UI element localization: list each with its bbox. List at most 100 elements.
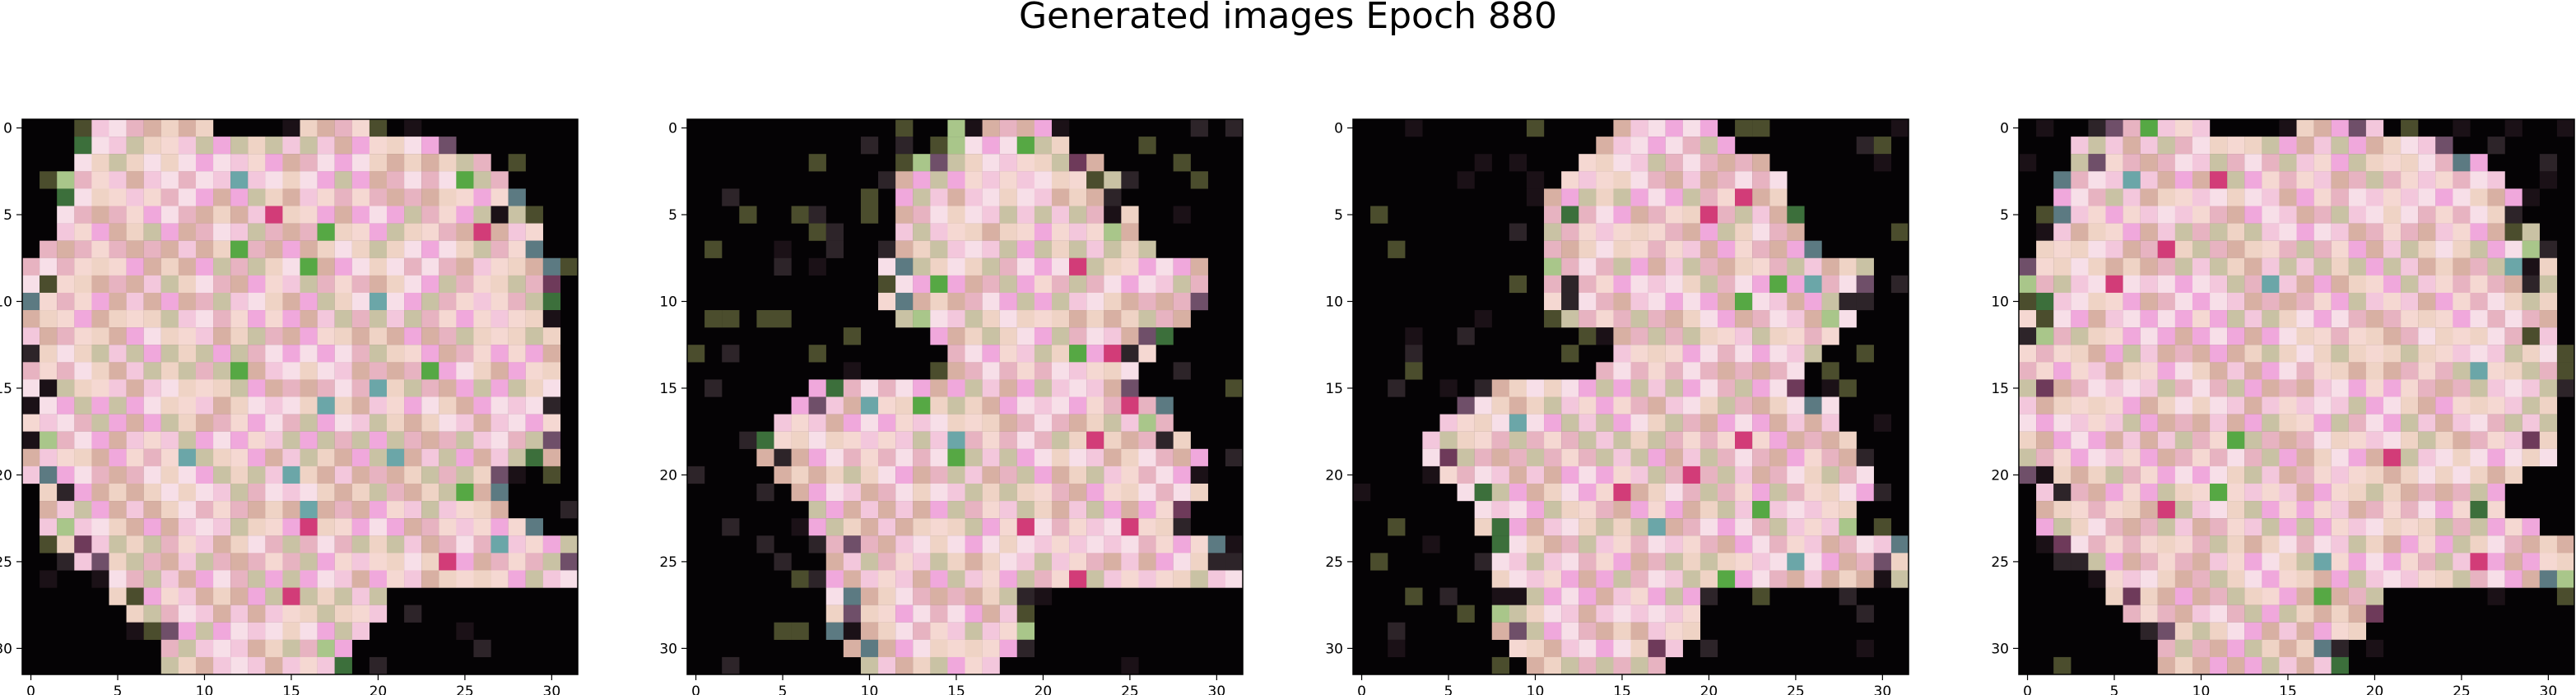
- image-pixel: [1665, 119, 1683, 137]
- image-pixel: [421, 154, 439, 172]
- image-pixel: [2522, 448, 2540, 467]
- image-pixel: [756, 483, 774, 502]
- image-pixel: [1561, 570, 1579, 588]
- image-pixel: [1665, 639, 1683, 658]
- image-pixel: [913, 292, 931, 311]
- image-pixel: [2435, 345, 2453, 363]
- image-pixel: [1752, 345, 1770, 363]
- image-pixel: [57, 448, 75, 467]
- image-pixel: [351, 240, 370, 258]
- image-pixel: [160, 431, 179, 449]
- image-pixel: [1069, 570, 1087, 588]
- image-pixel: [1190, 483, 1208, 502]
- image-pixel: [2435, 171, 2453, 189]
- image-pixel: [930, 639, 948, 658]
- image-pixel: [126, 379, 144, 397]
- image-pixel: [40, 431, 58, 449]
- image-pixel: [878, 605, 896, 623]
- image-pixel: [1752, 171, 1770, 189]
- image-pixel: [2262, 154, 2280, 172]
- image-pixel: [143, 188, 161, 206]
- image-pixel: [2365, 483, 2384, 502]
- image-pixel: [2556, 535, 2575, 554]
- image-pixel: [213, 518, 231, 536]
- image-pixel: [1821, 535, 1839, 554]
- image-pixel: [1069, 466, 1087, 484]
- image-pixel: [282, 292, 300, 311]
- image-pixel: [456, 622, 474, 640]
- image-pixel: [109, 223, 127, 241]
- image-pixel: [404, 501, 422, 519]
- image-pixel: [2053, 379, 2071, 397]
- image-pixel: [2313, 257, 2332, 276]
- image-pixel: [2123, 327, 2141, 345]
- image-pixel: [22, 362, 40, 380]
- image-pixel: [74, 379, 92, 397]
- image-pixel: [2244, 622, 2262, 640]
- image-pixel: [2157, 137, 2175, 155]
- image-pixel: [386, 483, 405, 502]
- image-pixel: [860, 587, 879, 605]
- image-pixel: [1509, 587, 1527, 605]
- image-pixel: [965, 345, 983, 363]
- image-pixel: [1804, 483, 1822, 502]
- image-pixel: [2262, 605, 2280, 623]
- image-pixel: [930, 656, 948, 675]
- image-pixel: [2313, 448, 2332, 467]
- image-pixel: [2331, 570, 2349, 588]
- image-pixel: [1596, 622, 1614, 640]
- image-pixel: [1648, 154, 1666, 172]
- image-pixel: [965, 570, 983, 588]
- image-pixel: [2348, 431, 2367, 449]
- image-pixel: [2539, 431, 2558, 449]
- image-pixel: [230, 553, 249, 571]
- image-pixel: [2036, 119, 2054, 137]
- image-pixel: [2244, 466, 2262, 484]
- image-pixel: [1752, 257, 1770, 276]
- image-pixel: [2522, 535, 2540, 554]
- image-pixel: [2365, 396, 2384, 415]
- image-pixel: [2348, 501, 2367, 519]
- image-pixel: [2401, 257, 2419, 276]
- image-pixel: [1682, 240, 1701, 258]
- image-pixel: [2296, 345, 2314, 363]
- image-pixel: [2453, 257, 2471, 276]
- image-pixel: [386, 188, 405, 206]
- image-pixel: [160, 466, 179, 484]
- image-pixel: [2313, 396, 2332, 415]
- image-pixel: [2105, 154, 2123, 172]
- image-pixel: [2348, 137, 2367, 155]
- image-pixel: [386, 570, 405, 588]
- image-pixel: [386, 396, 405, 415]
- image-pixel: [421, 327, 439, 345]
- image-pixel: [2313, 501, 2332, 519]
- image-pixel: [369, 587, 388, 605]
- image-pixel: [2157, 257, 2175, 276]
- image-pixel: [860, 414, 879, 432]
- image-pixel: [2383, 553, 2402, 571]
- image-pixel: [774, 310, 792, 328]
- image-pixel: [1839, 466, 1857, 484]
- image-pixel: [2487, 223, 2505, 241]
- image-pixel: [2504, 292, 2523, 311]
- image-pixel: [2279, 570, 2297, 588]
- image-pixel: [2539, 310, 2558, 328]
- image-pixel: [491, 570, 509, 588]
- image-pixel: [404, 223, 422, 241]
- image-pixel: [1839, 431, 1857, 449]
- image-pixel: [2504, 379, 2523, 397]
- image-pixel: [2071, 396, 2089, 415]
- image-pixel: [2157, 206, 2175, 224]
- image-pixel: [2088, 501, 2106, 519]
- image-pixel: [1104, 501, 1122, 519]
- y-tick-label: 20: [1325, 467, 1343, 484]
- image-pixel: [2296, 379, 2314, 397]
- image-pixel: [2174, 240, 2193, 258]
- image-pixel: [2071, 240, 2089, 258]
- image-pixel: [860, 656, 879, 675]
- image-pixel: [439, 466, 457, 484]
- image-pixel: [1787, 466, 1805, 484]
- image-pixel: [1630, 362, 1648, 380]
- image-pixel: [2071, 379, 2089, 397]
- image-pixel: [456, 379, 474, 397]
